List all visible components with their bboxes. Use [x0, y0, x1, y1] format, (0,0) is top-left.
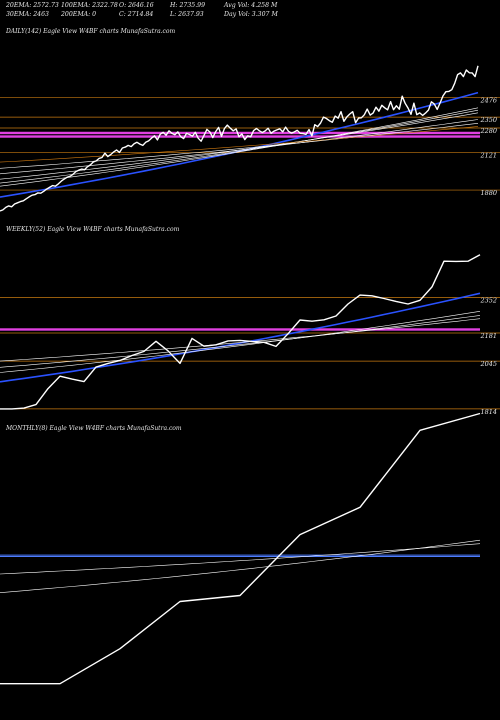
daily-ema-slow-line [0, 109, 479, 184]
weekly-panel-title: WEEKLY(52) Eagle View W4BF charts Munafa… [6, 226, 180, 233]
ema100-value: 100EMA: 2322.78 [61, 2, 118, 9]
daily-level-label: 2350 [479, 116, 497, 124]
monthly-panel-title: MONTHLY(8) Eagle View W4BF charts Munafa… [6, 425, 182, 432]
close-value: C: 2714.84 [119, 11, 154, 18]
ema20-value: 20EMA: 2572.73 [6, 2, 59, 9]
weekly-ema-slow-line [0, 315, 481, 368]
monthly-ema-slow-line [0, 543, 481, 575]
weekly-ema-fast-line [0, 292, 481, 383]
low-value: L: 2637.93 [170, 11, 204, 18]
monthly-ema-slow-line [0, 539, 481, 593]
weekly-ema-slow-line [0, 318, 481, 362]
daily-ema-slow-line [0, 119, 479, 175]
high-value: H: 2735.99 [170, 2, 206, 9]
daily-panel-title: DAILY(142) Eagle View W4BF charts Munafa… [6, 28, 176, 35]
weekly-level-label: 2181 [479, 332, 497, 340]
daily-ema-slow-line [0, 123, 479, 169]
ema200-value: 200EMA: 0 [61, 11, 97, 18]
daily-level-label: 2476 [479, 97, 497, 105]
weekly-level-label: 2045 [479, 360, 497, 368]
weekly-level-label: 1814 [480, 408, 497, 416]
ema30-value: 30EMA: 2463 [6, 11, 49, 18]
daily-level-label: 2280 [479, 127, 497, 135]
day-vol-value: Day Vol: 3.307 M [224, 11, 278, 18]
weekly-level-label: 2352 [479, 297, 497, 305]
daily-price-line [0, 65, 479, 212]
daily-ema-slow-line [0, 107, 479, 187]
daily-level-label: 1880 [480, 189, 497, 197]
avg-vol-value: Avg Vol: 4.258 M [224, 2, 278, 9]
daily-ema-fast-line [0, 91, 479, 198]
weekly-magenta-line [0, 328, 480, 331]
weekly-price-line [0, 254, 481, 410]
weekly-ema-slow-line [0, 311, 481, 373]
daily-level-label: 2121 [479, 152, 497, 160]
daily-magenta-line [0, 131, 480, 135]
daily-ema-slow-line [0, 112, 479, 180]
monthly-price-line [0, 412, 481, 685]
daily-ema-slow-line [0, 126, 479, 163]
open-value: O: 2646.16 [119, 2, 154, 9]
